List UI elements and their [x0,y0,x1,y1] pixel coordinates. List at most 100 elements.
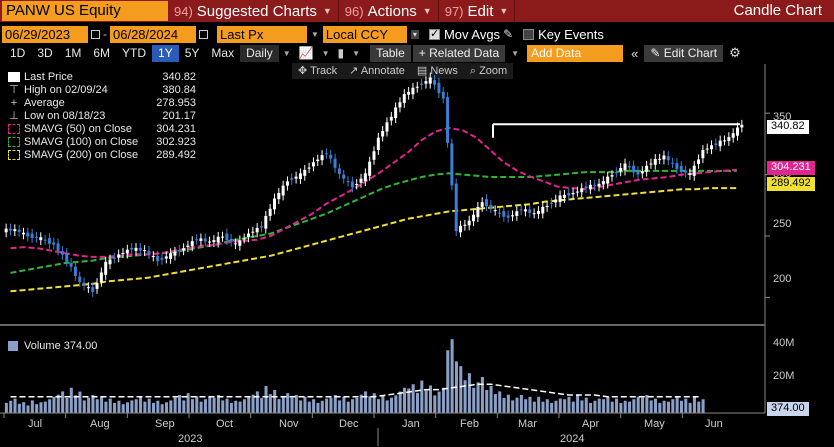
candle-body [575,191,579,193]
candle-body [684,170,688,173]
volume-bar [567,396,571,413]
sma50-line [10,126,737,258]
volume-bar [675,396,679,413]
candle-body [671,162,675,164]
volume-bar [372,393,376,413]
period-max[interactable]: Max [211,45,235,60]
candle-body [39,237,43,241]
mov-avgs-checkbox[interactable] [428,27,440,40]
period-3d[interactable]: 3D [37,45,53,60]
average-marker-icon: + [10,96,18,109]
annotate-tool[interactable]: ↗ Annotate [343,63,411,79]
candle-body [147,250,151,255]
menu-suggested-charts[interactable]: 94) Suggested Charts ▼ [168,0,339,22]
volume-bar [610,401,614,413]
caret-down-icon[interactable]: ▼ [511,48,520,58]
period-1d[interactable]: 1D [10,45,26,60]
track-tool[interactable]: ✥ Track [292,63,343,79]
zoom-label: Zoom [479,65,508,77]
period-1y[interactable]: 1Y [152,44,179,62]
legend-label: Average [24,96,65,109]
edit-chart-button[interactable]: ✎ Edit Chart [644,44,724,62]
volume-bar [679,400,683,413]
candle-body [359,178,363,183]
candle-body [342,174,346,179]
caret-down-icon[interactable]: ▾ [410,29,419,39]
candle-body [65,252,69,262]
menu-label: Suggested Charts [196,2,317,20]
caret-down-icon[interactable]: ▼ [282,48,291,58]
period-6m[interactable]: 6M [93,45,111,60]
period-ytd[interactable]: YTD [122,45,147,60]
candle-body [186,245,190,248]
candle-body [8,228,12,231]
calendar-icon[interactable] [91,29,100,39]
date-separator: - [103,27,107,41]
candle-body [502,211,506,217]
caret-down-icon[interactable]: ▼ [321,48,330,58]
candle-body [402,94,406,103]
end-date-field[interactable]: 06/28/2024 [110,25,196,43]
candle-body [247,233,251,238]
collapse-icon[interactable]: « [631,45,639,61]
volume-bar [519,395,523,413]
caret-down-icon[interactable]: ▼ [311,29,319,39]
candle-chart-icon[interactable]: ▮ [337,46,345,60]
candle-body [588,184,592,190]
volume-bar [407,388,411,413]
volume-bar [658,402,662,413]
add-data-field[interactable]: Add Data [527,44,624,62]
field-select[interactable]: Last Px [217,25,307,43]
x-tick-label: Sep [155,418,175,430]
calendar-icon[interactable] [199,29,208,39]
candle-body [653,159,657,165]
zoom-tool[interactable]: ⌕ Zoom [464,63,513,79]
volume-bar [459,366,463,413]
volume-bar [433,395,437,413]
candle-body [56,243,60,251]
caret-down-icon[interactable]: ▼ [352,48,361,58]
candle-body [329,154,333,159]
period-5y[interactable]: 5Y [184,45,200,60]
news-tool[interactable]: ▤ News [411,63,464,79]
volume-bar [100,396,104,413]
candle-body [658,158,662,160]
candle-body [389,116,393,121]
menu-edit[interactable]: 97) Edit ▼ [439,0,516,22]
volume-bar [701,399,705,413]
related-data-button[interactable]: + Related Data [412,44,506,62]
gear-icon[interactable]: ⚙ [729,45,741,60]
legend-label: High on 02/09/24 [24,83,108,96]
candle-body [476,206,480,218]
start-date-field[interactable]: 06/29/2023 [2,25,88,43]
candle-body [195,239,199,241]
table-button[interactable]: Table [370,44,411,62]
currency-select[interactable]: Local CCY [322,25,407,43]
candle-body [307,167,311,169]
menu-actions[interactable]: 96) Actions ▼ [339,0,439,22]
candle-body [692,165,696,176]
pencil-icon[interactable]: ✎ [503,27,514,41]
candle-body [121,252,125,254]
ticker-field[interactable]: PANW US Equity [2,1,168,21]
line-chart-icon[interactable]: 📈 [298,46,314,60]
candle-body [285,181,289,186]
volume-bar [186,393,190,413]
candle-body [355,183,359,185]
candle-body [627,165,631,168]
period-1m[interactable]: 1M [64,45,82,60]
volume-bar [623,400,627,413]
candle-body [177,249,181,252]
frequency-select[interactable]: Daily [240,44,279,62]
key-events-checkbox[interactable] [523,28,535,40]
zoom-icon: ⌕ [469,65,480,77]
chart-type-title: Candle Chart [733,2,822,19]
caret-down-icon: ▼ [322,6,332,16]
candle-body [208,241,212,243]
move-icon: ✥ [298,65,311,77]
candle-body [316,159,320,162]
candle-body [567,193,571,196]
candle-body [662,155,666,160]
candle-body [298,173,302,180]
